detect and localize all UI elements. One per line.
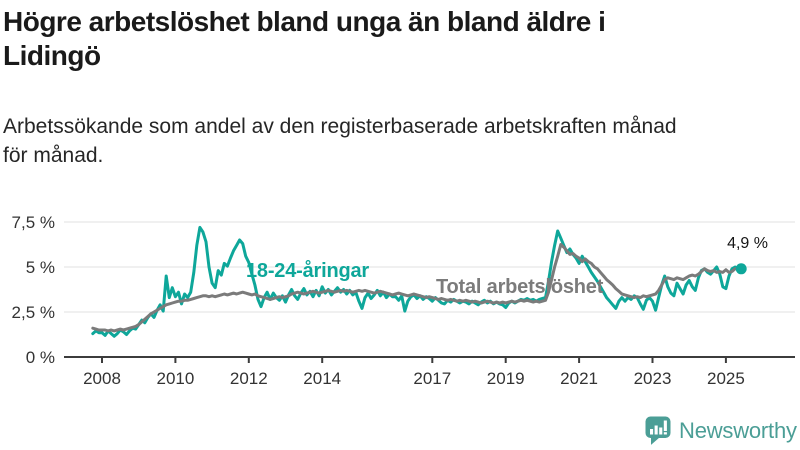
x-axis-label: 2017 xyxy=(413,369,451,388)
y-axis-label: 5 % xyxy=(26,258,55,277)
subtitle-line-1: Arbetssökande som andel av den registerb… xyxy=(3,115,677,138)
series-line-total xyxy=(91,243,743,333)
x-axis-label: 2021 xyxy=(560,369,598,388)
x-axis-label: 2008 xyxy=(83,369,121,388)
bar-1 xyxy=(650,429,654,435)
title-line-2: Lidingö xyxy=(3,40,101,71)
x-axis-label: 2010 xyxy=(156,369,194,388)
latest-point-marker xyxy=(735,263,747,275)
series-line-youth xyxy=(91,225,743,338)
latest-value-annotation: 4,9 % xyxy=(727,235,768,252)
x-axis-label: 2023 xyxy=(634,369,672,388)
bar-2 xyxy=(654,425,658,435)
y-axis-label: 2,5 % xyxy=(12,303,55,322)
y-axis-label: 7,5 % xyxy=(12,213,55,232)
page-title: Högre arbetslöshet bland unga än bland ä… xyxy=(3,5,783,73)
newsworthy-logo[interactable]: Newsworthy xyxy=(644,415,797,446)
exclamation-bar xyxy=(663,420,667,431)
x-axis-label: 2019 xyxy=(487,369,525,388)
title-line-1: Högre arbetslöshet bland unga än bland ä… xyxy=(3,6,606,37)
x-axis-label: 2012 xyxy=(230,369,268,388)
subtitle-line-2: för månad. xyxy=(3,144,104,167)
series-label-youth: 18-24-åringar xyxy=(246,260,370,282)
chart-subtitle: Arbetssökande som andel av den registerb… xyxy=(3,112,783,170)
x-axis-label: 2025 xyxy=(707,369,745,388)
bar-3 xyxy=(659,427,663,435)
newsworthy-wordmark: Newsworthy xyxy=(679,417,797,443)
series-label-total: Total arbetslöshet xyxy=(436,276,604,298)
x-axis-label: 2014 xyxy=(303,369,341,388)
y-axis-label: 0 % xyxy=(26,348,55,367)
exclamation-dot xyxy=(663,432,667,435)
newsworthy-bubble-icon xyxy=(645,416,671,445)
